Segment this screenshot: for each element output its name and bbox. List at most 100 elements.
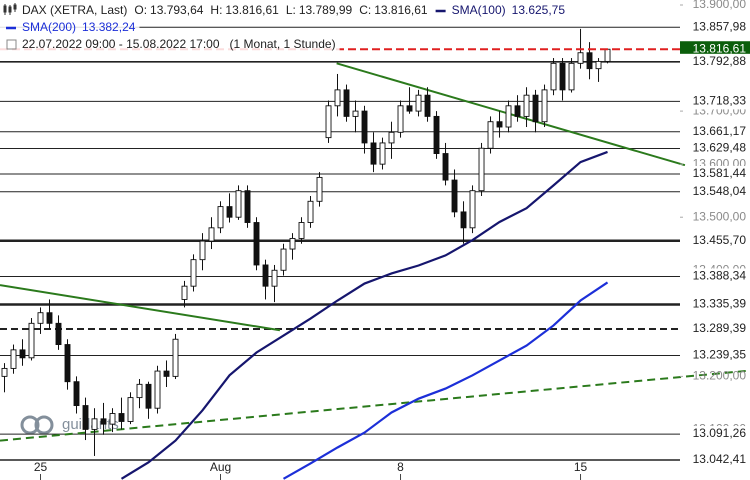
candle-body (253, 222, 260, 266)
legend-name: SMA(200) (22, 20, 76, 34)
level-label-box (680, 123, 750, 140)
candle-body (523, 94, 530, 117)
instrument-icon (3, 3, 17, 15)
candle-body (190, 259, 197, 287)
candle-body (577, 52, 584, 64)
level-label: 13.661,17 (693, 124, 747, 138)
ohlc-value: 13.789,99 (299, 3, 353, 17)
candle-body (325, 105, 332, 139)
logo-ring (20, 415, 40, 435)
candle-body (334, 89, 341, 107)
level-label: 13.289,39 (693, 321, 747, 335)
ohlc-value: 13.816,61 (374, 3, 428, 17)
legend-bg (0, 2, 570, 53)
legend-bg-row (0, 20, 140, 37)
candle-body (289, 237, 296, 250)
candle-body (406, 105, 413, 112)
candle-body (73, 381, 80, 407)
candle-body (559, 62, 566, 91)
candle-body (46, 312, 53, 324)
candle-body (433, 115, 440, 154)
x-tick-label: 15 (574, 460, 588, 474)
candle-body (280, 248, 287, 271)
candle-body (271, 269, 278, 287)
level-label: 13.388,34 (693, 269, 747, 283)
level-label: 13.548,04 (693, 184, 747, 198)
candle-body (181, 285, 188, 300)
candle-body (541, 89, 548, 123)
period: 22.07.2022 09:00 - 15.08.2022 17:00 (22, 37, 220, 51)
candle-body (19, 349, 26, 359)
level-label-box (680, 296, 750, 313)
candle-body (64, 344, 71, 383)
candle-body (226, 206, 233, 218)
candle-body (118, 413, 125, 422)
level-label-box (680, 166, 750, 183)
instrument-name: DAX (XETRA, Last) (22, 3, 127, 17)
candle-body (514, 105, 521, 117)
candle-body (298, 222, 305, 239)
candle-body (172, 338, 179, 377)
candle-body (235, 190, 242, 218)
trend-line (0, 284, 281, 332)
sma-line (120, 150, 608, 480)
candle-body (82, 405, 89, 430)
candle-body (352, 110, 359, 117)
candle-body (487, 121, 494, 149)
y-tick-label: 13.900,00 (693, 0, 747, 11)
level-label: 13.042,41 (693, 452, 747, 466)
level-label-box (680, 19, 750, 36)
candle-body (397, 105, 404, 133)
legend-name: SMA(100) (452, 3, 506, 17)
sma-line (282, 281, 609, 480)
candle-body (415, 94, 422, 112)
candle-body (604, 48, 611, 62)
candle-body (10, 349, 17, 369)
legend-bg-row (0, 37, 340, 53)
level-label: 13.455,70 (693, 233, 747, 247)
legend: DAX (XETRA, Last) O: 13.793,64 H: 13.816,61 L… (0, 2, 570, 53)
candle-body (127, 397, 134, 422)
level-label-box (680, 53, 750, 70)
candle-body (307, 200, 314, 223)
candle-body (532, 94, 539, 123)
legend-bg-row (0, 2, 570, 19)
candle-body (586, 52, 593, 70)
candle-body (28, 322, 35, 359)
candle-body (55, 322, 62, 345)
candle-body (379, 142, 386, 165)
level-label-box (680, 183, 750, 200)
candle-body (424, 94, 431, 117)
ohlc-key: L: (286, 3, 296, 17)
candle-body (199, 240, 206, 261)
candle-body (262, 264, 269, 287)
level-label-box (680, 451, 750, 468)
candle-body (136, 383, 143, 399)
candle-body (442, 153, 449, 181)
candle-body (505, 105, 512, 128)
candle-body (37, 312, 44, 324)
candle-body (568, 62, 575, 91)
logo-ring (34, 415, 54, 435)
level-label-box (680, 232, 750, 249)
candle-body (370, 142, 377, 165)
candle-body (91, 418, 98, 430)
ohlc-value: 13.793,64 (150, 3, 204, 17)
level-label-box (680, 41, 750, 58)
level-label: 13.792,88 (693, 54, 747, 68)
candle-body (451, 179, 458, 213)
candle-body (217, 206, 224, 229)
x-tick-label: 25 (34, 460, 48, 474)
level-label: 13.581,44 (693, 166, 747, 180)
candle-body (550, 62, 557, 91)
candle-body (316, 176, 323, 202)
candle-body (100, 418, 107, 425)
candle-body (145, 383, 152, 409)
level-label: 13.857,98 (693, 19, 747, 33)
candle-body (154, 370, 161, 409)
level-label: 13.335,39 (693, 297, 747, 311)
ohlc-key: C: (359, 3, 371, 17)
candle-body (460, 211, 467, 229)
